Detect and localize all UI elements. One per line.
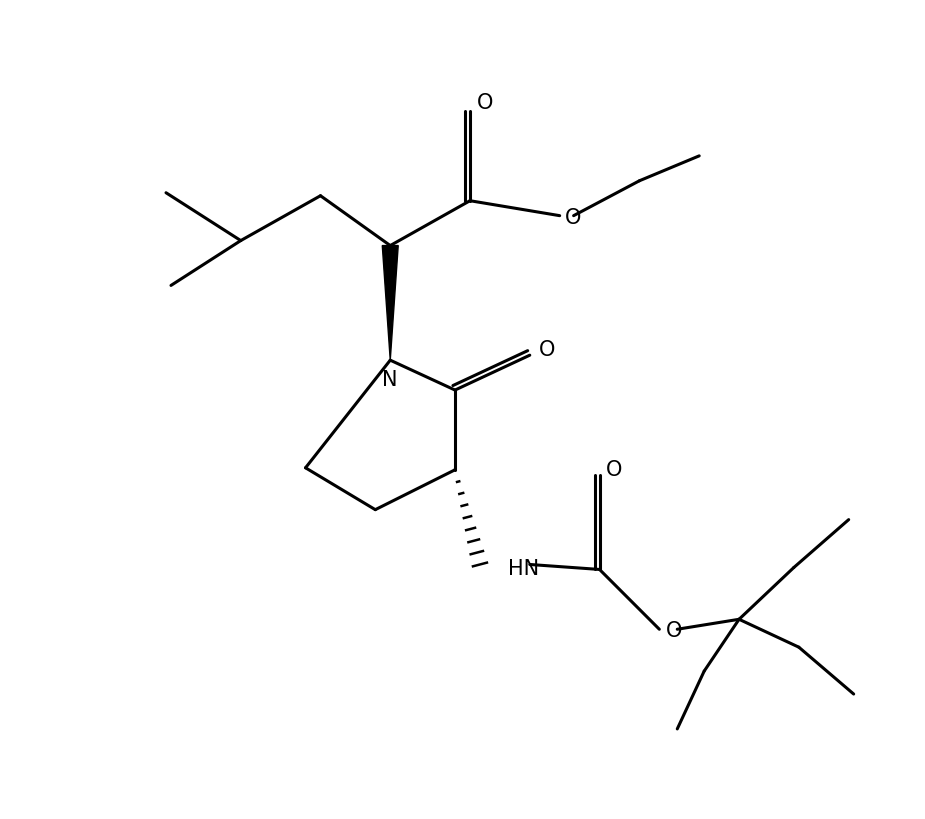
Text: HN: HN [508, 559, 539, 580]
Text: O: O [538, 340, 555, 360]
Text: O: O [476, 93, 493, 113]
Polygon shape [382, 246, 399, 360]
Text: N: N [383, 370, 398, 390]
Text: O: O [666, 622, 683, 641]
Text: O: O [564, 208, 581, 228]
Text: O: O [606, 459, 623, 480]
